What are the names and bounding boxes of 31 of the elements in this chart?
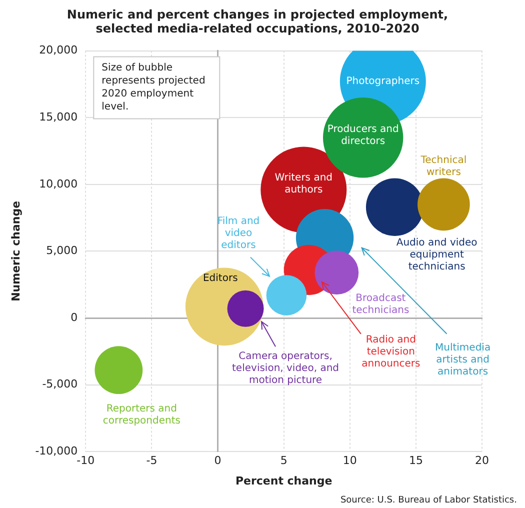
- series-label: Editors: [202, 273, 238, 284]
- x-axis-title: Percent change: [235, 474, 332, 488]
- text: Multimedia artists and animators: [434, 342, 491, 378]
- text: Camera operators, television, video, and motion picture: [232, 351, 340, 386]
- y-axis-title: Numeric change: [9, 200, 22, 302]
- annotation: Size of bubble represents projected 2020 employment level.: [102, 62, 206, 112]
- x-tick-label: 0: [214, 454, 222, 468]
- series-label: Photographers: [346, 76, 420, 88]
- text: Radio and television announcers: [362, 334, 420, 370]
- y-tick-label: 15,000: [39, 110, 78, 124]
- series-label: Broadcast technicians: [352, 293, 410, 316]
- x-tick-label: 10: [342, 454, 357, 468]
- x-tick-label: -10: [76, 454, 95, 468]
- y-tick-label: 5,000: [46, 244, 78, 258]
- x-tick-label: 5: [280, 454, 288, 468]
- y-tick-label: 20,000: [39, 44, 78, 57]
- series-label: Writers and authors: [274, 172, 333, 196]
- y-tick-label: -5,000: [42, 378, 78, 391]
- source-note: Source: U.S. Bureau of Labor Statistics.: [340, 495, 517, 506]
- y-tick-label: 0: [70, 310, 78, 324]
- series-label: Reporters and correspondents: [102, 404, 180, 427]
- y-tick-label: -10,000: [35, 444, 78, 458]
- series-label: Audio and video equipment technicians: [396, 238, 478, 273]
- text: Film and video editors: [217, 216, 260, 251]
- y-tick-label: 10,000: [39, 177, 78, 190]
- chart-title: Numeric and percent changes in projected employment, selected media-related occupations, 2010–2020: [66, 7, 448, 36]
- series-label: Technical writers: [420, 155, 467, 178]
- x-tick-label: 15: [408, 454, 423, 468]
- x-tick-label: -5: [146, 454, 158, 468]
- x-tick-label: 20: [475, 454, 489, 468]
- series-label: Producers and directors: [327, 124, 399, 148]
